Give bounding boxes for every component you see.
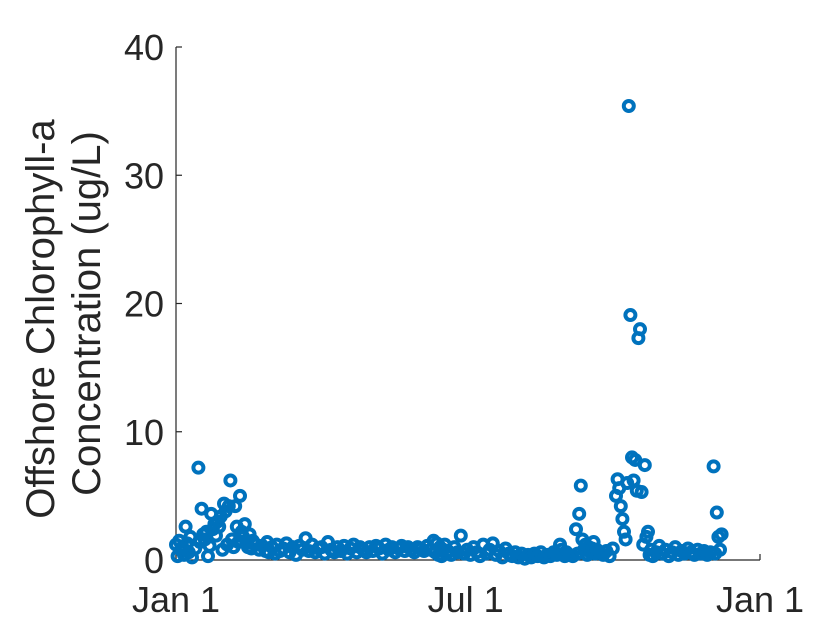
data-point xyxy=(634,485,649,500)
data-point xyxy=(615,511,630,526)
data-point xyxy=(637,458,652,473)
y-axis-label-line-2: Concentration (ug/L) xyxy=(65,131,109,496)
y-tick-label: 40 xyxy=(124,27,164,68)
data-point xyxy=(569,522,583,537)
data-point xyxy=(623,308,638,323)
data-point xyxy=(223,473,238,488)
x-tick-label: Jul 1 xyxy=(428,579,504,620)
data-point xyxy=(572,506,587,521)
y-tick-label: 0 xyxy=(144,540,164,581)
data-point xyxy=(178,519,193,534)
data-point xyxy=(617,524,631,539)
y-tick-label: 30 xyxy=(124,155,164,196)
x-axis-ticks: Jan 1 Jul 1 Jan 1 xyxy=(132,554,804,620)
axes: 0 10 20 30 40 Jan 1 Jul 1 Jan 1 xyxy=(124,27,804,620)
data-point xyxy=(613,499,628,514)
data-point xyxy=(221,499,236,514)
data-point xyxy=(453,528,468,543)
data-point xyxy=(713,542,727,557)
y-axis-ticks: 0 10 20 30 40 xyxy=(124,27,182,581)
data-point xyxy=(618,532,633,547)
data-point xyxy=(228,499,243,514)
y-axis-label: Offshore Chlorophyll-a Concentration (ug… xyxy=(19,108,109,519)
y-axis-label-line-1: Offshore Chlorophyll-a xyxy=(19,119,63,519)
data-point xyxy=(605,541,620,556)
x-tick-label: Jan 1 xyxy=(716,579,804,620)
data-point xyxy=(709,505,724,520)
data-points xyxy=(169,98,729,566)
data-point xyxy=(191,460,206,475)
data-point xyxy=(714,527,729,542)
x-tick-label: Jan 1 xyxy=(132,579,220,620)
data-point xyxy=(633,322,647,337)
data-point xyxy=(233,488,247,503)
y-tick-label: 10 xyxy=(124,412,164,453)
data-point xyxy=(706,459,721,474)
data-point xyxy=(202,538,217,553)
data-point xyxy=(641,524,655,539)
data-point xyxy=(237,517,252,532)
y-tick-label: 20 xyxy=(124,284,164,325)
data-point xyxy=(621,98,636,113)
data-point xyxy=(573,478,588,493)
